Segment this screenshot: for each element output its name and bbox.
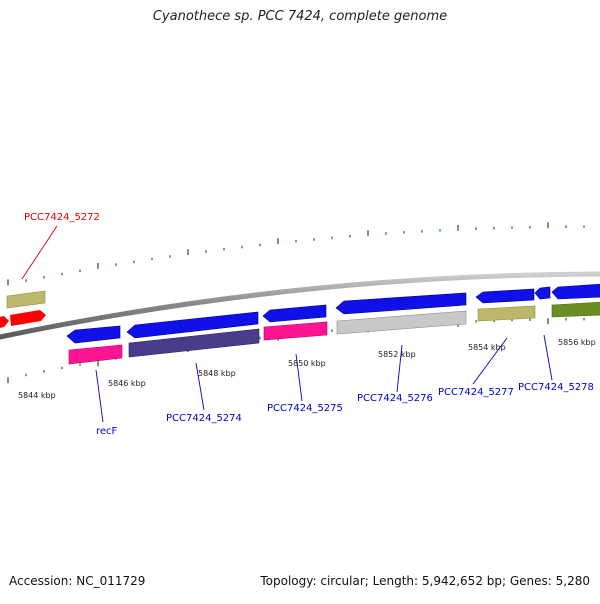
topology-summary-text: Topology: circular; Length: 5,942,652 bp… [260, 574, 590, 588]
position-label: 5852 kbp [378, 350, 416, 359]
cds-block-silver[interactable] [336, 310, 467, 335]
gene-feature-pcc7424-5275[interactable] [262, 304, 327, 323]
cds-block-olive[interactable] [551, 301, 600, 318]
gene-feature-pcc7424-5278[interactable] [551, 283, 600, 300]
cds-block-pink-2[interactable] [263, 321, 328, 341]
genome-backbone [0, 271, 600, 340]
position-labels: 5844 kbp 5846 kbp 5848 kbp 5850 kbp 5852… [18, 338, 596, 400]
reverse-strand-features [66, 283, 600, 344]
gene-label-pcc7424-5277[interactable]: PCC7424_5277 [438, 387, 514, 398]
gene-label-pcc7424-5272[interactable]: PCC7424_5272 [24, 212, 100, 223]
gene-feature-recf[interactable] [66, 325, 121, 344]
cds-block-slate[interactable] [128, 328, 260, 358]
position-label: 5850 kbp [288, 359, 326, 368]
gene-label-pcc7424-5278[interactable]: PCC7424_5278 [518, 382, 594, 393]
map-title: Cyanothece sp. PCC 7424, complete genome [152, 9, 448, 24]
gene-feature-pcc7424-5277[interactable] [475, 288, 535, 304]
gene-label-pcc7424-5274[interactable]: PCC7424_5274 [166, 413, 242, 424]
accession-text: Accession: NC_011729 [9, 574, 146, 588]
gene-label-pcc7424-5276[interactable]: PCC7424_5276 [357, 393, 433, 404]
forward-strand-features [0, 290, 46, 329]
position-label: 5854 kbp [468, 343, 506, 352]
label-leader-lines [21, 225, 553, 423]
gene-feature-pcc7424-5272[interactable] [0, 310, 46, 329]
position-label: 5856 kbp [558, 338, 596, 347]
gene-feature-pcc7424-5274[interactable] [126, 311, 259, 339]
gene-labels: PCC7424_5272 recF PCC7424_5274 PCC7424_5… [24, 212, 594, 437]
position-label: 5848 kbp [198, 369, 236, 378]
cds-block-khaki[interactable] [477, 305, 536, 322]
position-label: 5844 kbp [18, 391, 56, 400]
gene-label-pcc7424-5275[interactable]: PCC7424_5275 [267, 403, 343, 414]
position-label: 5846 kbp [108, 379, 146, 388]
gene-feature-small-blue[interactable] [534, 286, 551, 300]
cds-block-pink-1[interactable] [68, 344, 123, 365]
feature-category-blocks [68, 301, 600, 365]
gene-label-recf[interactable]: recF [96, 426, 118, 437]
gene-feature-pcc7424-5276[interactable] [335, 292, 467, 315]
gene-feature-khaki-left[interactable] [6, 290, 46, 309]
outer-tick-marks [7, 222, 585, 286]
